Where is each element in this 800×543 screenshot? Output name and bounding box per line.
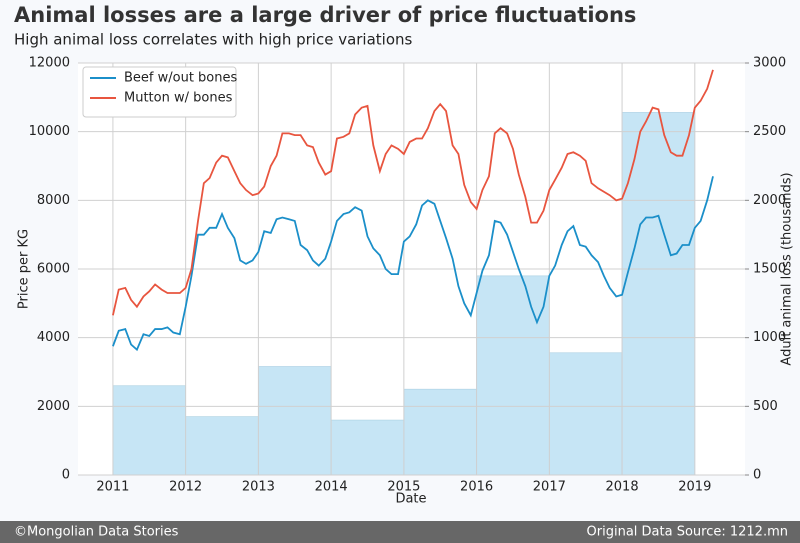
x-tick-label: 2016: [460, 480, 493, 495]
y2-tick-label: 1000: [753, 330, 786, 345]
legend: Beef w/out bones Mutton w/ bones: [82, 66, 238, 118]
y2-axis-label: Adult animal loss (thousands): [780, 172, 795, 365]
x-tick-label: 2019: [678, 480, 711, 495]
x-tick-label: 2013: [242, 480, 275, 495]
y2-tick-label: 500: [753, 399, 778, 414]
x-axis-label: Date: [395, 492, 426, 507]
y-tick-label: 10000: [29, 124, 70, 139]
y-axis-label: Price per KG: [17, 229, 32, 309]
chart-subtitle: High animal loss correlates with high pr…: [14, 31, 413, 49]
x-tick-label: 2012: [169, 480, 202, 495]
x-tick-label: 2014: [315, 480, 348, 495]
y-tick-label: 0: [62, 468, 70, 483]
x-tick-label: 2017: [533, 480, 566, 495]
line-series: [112, 69, 714, 316]
y2-tick-label: 3000: [753, 56, 786, 71]
y-tick-label: 2000: [37, 399, 70, 414]
x-tick-label: 2015: [387, 480, 420, 495]
y2-tick-label: 2500: [753, 124, 786, 139]
y-tick-label: 12000: [29, 56, 70, 71]
footer-bar: [0, 521, 800, 543]
bar: [476, 275, 550, 476]
y-tick-label: 6000: [37, 262, 70, 277]
legend-box: [82, 66, 237, 118]
legend-label: Beef w/out bones: [124, 71, 238, 86]
bar: [330, 419, 405, 476]
y2-tick-label: 0: [753, 468, 761, 483]
bar: [403, 388, 477, 476]
bar: [549, 352, 623, 476]
footer-right: Original Data Source: 1212.mn: [587, 525, 788, 540]
y-tick-label: 4000: [37, 330, 70, 345]
x-tick-label: 2018: [606, 480, 639, 495]
line-series: [112, 176, 714, 352]
legend-label: Mutton w/ bones: [124, 91, 233, 106]
y2-tick-label: 2000: [753, 193, 786, 208]
x-tick-label: 2011: [96, 480, 129, 495]
y-tick-label: 8000: [37, 193, 70, 208]
bar: [621, 112, 696, 476]
y2-tick-label: 1500: [753, 262, 786, 277]
footer-left: ©Mongolian Data Stories: [14, 525, 179, 540]
chart-title: Animal losses are a large driver of pric…: [14, 3, 636, 27]
bar: [258, 366, 332, 476]
bar: [112, 385, 186, 476]
bar: [185, 416, 259, 476]
